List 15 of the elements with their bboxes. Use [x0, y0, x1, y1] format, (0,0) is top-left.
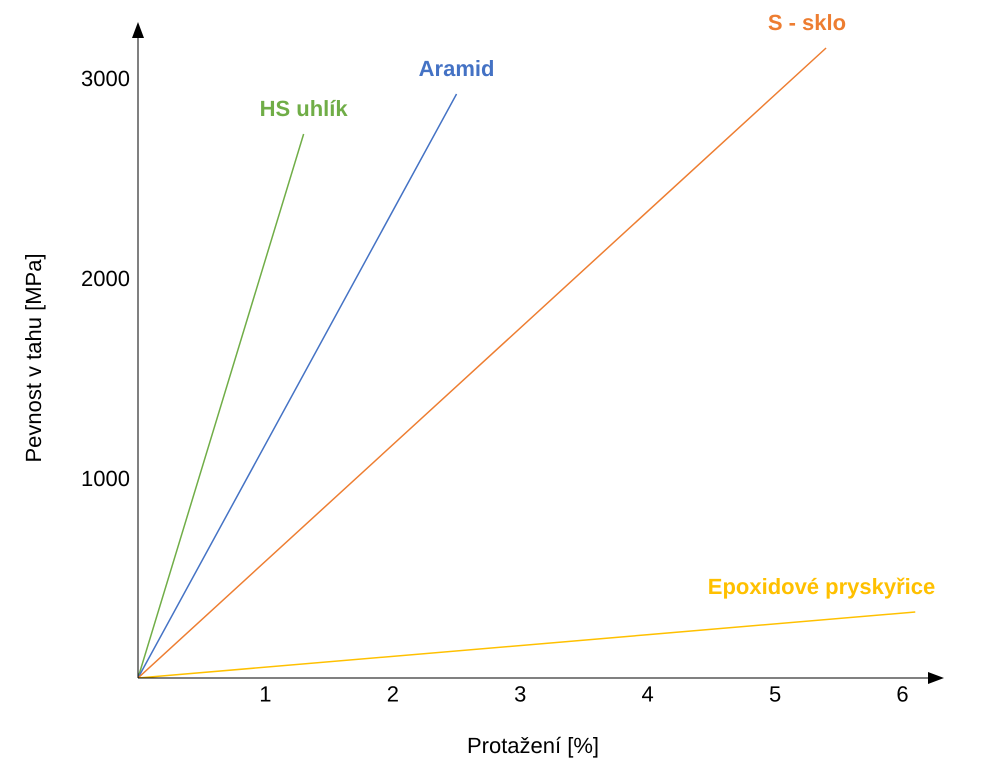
x-tick-label: 6 [896, 682, 909, 707]
series-label: Aramid [418, 56, 494, 81]
x-tick-label: 2 [386, 682, 399, 707]
series-label: S - sklo [768, 10, 846, 35]
y-tick-label: 3000 [81, 66, 130, 91]
y-tick-label: 1000 [81, 466, 130, 491]
x-tick-label: 1 [259, 682, 272, 707]
y-tick-label: 2000 [81, 266, 130, 291]
x-tick-label: 3 [514, 682, 526, 707]
x-axis-title: Protažení [%] [466, 733, 600, 758]
y-axis-title: Pevnost v tahu [MPa] [20, 253, 46, 463]
x-tick-label: 5 [768, 682, 782, 707]
series-label: HS uhlík [260, 96, 348, 121]
series-label: Epoxidové pryskyřice [708, 574, 936, 599]
x-tick-label: 4 [642, 682, 654, 707]
